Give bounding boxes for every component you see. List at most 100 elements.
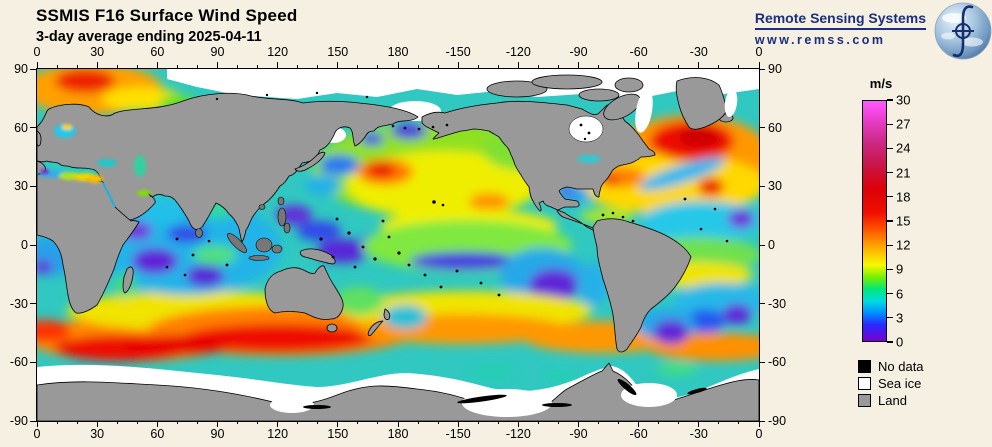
lon-major-tick [457, 421, 459, 427]
legend-label: No data [878, 358, 924, 374]
lon-minor-tick [618, 65, 620, 68]
colorbar-tick [887, 341, 893, 343]
lat-major-tick [30, 303, 36, 305]
lon-tick-label: 150 [327, 427, 349, 441]
lon-major-tick [638, 62, 640, 68]
lon-minor-tick [557, 421, 559, 424]
lon-major-tick [36, 421, 38, 427]
lat-tick-label: 0 [21, 238, 28, 252]
lat-tick-label: -90 [768, 414, 787, 428]
lon-tick-label: 0 [755, 427, 763, 441]
lon-minor-tick [537, 421, 539, 424]
marginal-seas-layer [38, 124, 601, 196]
lon-major-tick [457, 62, 459, 68]
lon-tick-label: 90 [210, 427, 225, 441]
lon-minor-tick [738, 421, 740, 424]
lon-minor-tick [477, 65, 479, 68]
lon-minor-tick [718, 421, 720, 424]
lon-minor-tick [176, 65, 178, 68]
colorbar-tick-label: 3 [896, 310, 904, 326]
lon-tick-label: 120 [267, 45, 289, 59]
lon-minor-tick [557, 65, 559, 68]
colorbar-tick [887, 99, 893, 101]
lon-minor-tick [497, 65, 499, 68]
lon-major-tick [698, 62, 700, 68]
colorbar-tick-label: 30 [896, 92, 911, 108]
lon-major-tick [337, 421, 339, 427]
lon-tick-label: -150 [445, 427, 471, 441]
lon-minor-tick [257, 421, 259, 424]
lon-tick-label: 0 [33, 427, 41, 441]
legend-item: No data [858, 358, 924, 374]
lat-major-tick [759, 127, 765, 129]
lon-tick-label: -60 [629, 45, 648, 59]
lon-minor-tick [136, 65, 138, 68]
lon-minor-tick [257, 65, 259, 68]
lon-minor-tick [437, 65, 439, 68]
colorbar-tick-label: 12 [896, 237, 911, 253]
colorbar-tick [887, 220, 893, 222]
legend-item: Land [858, 392, 924, 408]
lon-minor-tick [76, 65, 78, 68]
lon-major-tick [397, 421, 399, 427]
lon-tick-label: 0 [33, 45, 41, 59]
lon-major-tick [397, 62, 399, 68]
lon-major-tick [96, 421, 98, 427]
lon-tick-label: 30 [90, 45, 105, 59]
colorbar-tick [887, 268, 893, 271]
earth-globe-icon [934, 2, 992, 60]
lon-minor-tick [437, 421, 439, 424]
lon-tick-label: -60 [629, 427, 648, 441]
lon-major-tick [96, 62, 98, 68]
lon-minor-tick [237, 65, 239, 68]
lat-major-tick [759, 68, 765, 70]
map-legend: No data Sea ice Land [858, 358, 924, 409]
map-canvas [37, 69, 759, 421]
header: SSMIS F16 Surface Wind Speed 3-day avera… [36, 6, 297, 45]
lon-major-tick [517, 62, 519, 68]
lat-tick-label: -60 [768, 355, 787, 370]
lon-tick-label: -90 [569, 427, 588, 441]
lon-major-tick [337, 62, 339, 68]
colorbar-tick-label: 0 [896, 334, 904, 350]
lon-minor-tick [417, 65, 419, 68]
lon-minor-tick [377, 421, 379, 424]
colorbar-tick-label: 15 [896, 213, 911, 229]
lat-tick-label: -30 [9, 296, 28, 311]
lon-minor-tick [116, 421, 118, 424]
world-wind-speed-map: 0 0 30 30 60 60 90 90 120 120 150 150 180 180 -150 -150… [10, 45, 786, 441]
lon-tick-label: 180 [387, 427, 409, 441]
lat-major-tick [30, 185, 36, 187]
lon-minor-tick [738, 65, 740, 68]
lon-minor-tick [678, 421, 680, 424]
lon-major-tick [156, 421, 158, 427]
lon-tick-label: 150 [327, 45, 349, 59]
lat-major-tick [30, 127, 36, 129]
no-data-layer [165, 91, 729, 409]
legend-label: Land [878, 392, 907, 408]
lon-tick-label: -120 [505, 45, 531, 59]
lon-major-tick [758, 62, 760, 68]
colorbar-tick-label: 6 [896, 286, 904, 302]
legend-swatch [858, 359, 871, 373]
colorbar-tick [887, 196, 893, 198]
lat-tick-label: -60 [9, 355, 28, 370]
lon-minor-tick [297, 421, 299, 424]
lat-major-tick [759, 361, 765, 363]
lon-tick-label: 90 [210, 45, 225, 59]
colorbar-tick [887, 317, 893, 319]
lon-major-tick [36, 62, 38, 68]
wind-speed-colorbar [862, 100, 887, 342]
lon-tick-label: 180 [387, 45, 409, 59]
lat-tick-label: -90 [9, 414, 28, 428]
lon-minor-tick [658, 421, 660, 424]
colorbar-tick [887, 292, 893, 295]
lon-tick-label: -150 [445, 45, 471, 59]
lat-major-tick [30, 361, 36, 363]
colorbar-tick-label: 9 [896, 261, 904, 277]
lon-minor-tick [56, 65, 58, 68]
logo-url-link[interactable]: www.remss.com [754, 33, 886, 47]
lat-major-tick [759, 185, 765, 187]
lat-tick-label: 30 [14, 179, 28, 194]
lon-minor-tick [537, 65, 539, 68]
